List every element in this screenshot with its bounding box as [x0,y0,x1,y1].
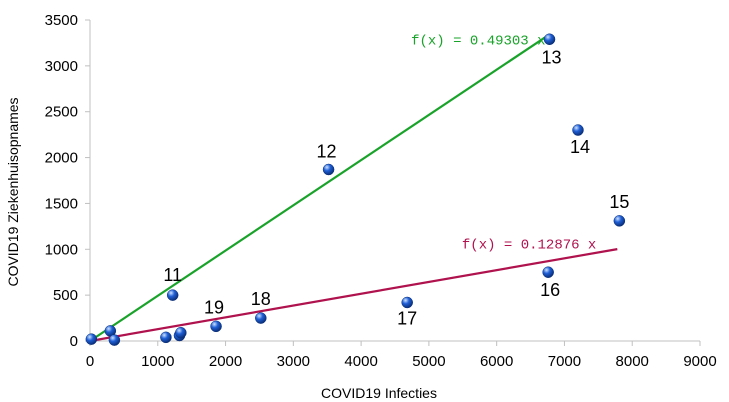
point-label: 14 [570,137,590,157]
y-tick-label: 3500 [45,12,78,29]
point-label: 12 [317,141,337,161]
axes: 0 1000 2000 3000 4000 5000 6000 7000 8000 9000 0 50… [45,12,717,370]
data-point [85,333,98,345]
x-tick-label: 0 [86,353,94,370]
y-tick-label: 2500 [45,104,78,121]
data-point [613,215,626,227]
data-point [210,320,222,333]
trendline [89,248,618,343]
trendline-label: f(x) = 0.49303 x [411,33,545,49]
point-label: 13 [542,47,562,67]
x-tick-label: 7000 [548,353,581,370]
x-tick-label: 9000 [683,353,716,370]
point-label: 11 [163,265,182,285]
x-tick-label: 8000 [616,353,649,370]
point-label: 15 [609,192,629,212]
y-tick-label: 1000 [45,241,78,258]
trendline-label: f(x) = 0.12876 x [462,237,596,253]
x-tick-label: 6000 [480,353,513,370]
x-tick-label: 1000 [141,353,174,370]
data-point [572,124,584,136]
y-axis-title: COVID19 Ziekenhuisopnames [5,97,21,286]
data-point [543,33,556,46]
x-tick-label: 4000 [344,353,377,370]
point-label: 17 [397,308,417,328]
x-tick-label: 2000 [209,353,242,370]
trendline [89,33,551,342]
y-tick-label: 0 [70,333,78,350]
data-point [175,326,187,339]
data-point [255,312,267,324]
trendlines: f(x) = 0.49303 x f(x) = 0.12876 x [89,33,618,343]
data-point [166,289,179,301]
x-axis-title: COVID19 Infecties [321,385,437,401]
data-point [322,163,335,176]
point-label: 19 [204,297,224,317]
data-points [85,33,626,346]
point-label: 18 [251,289,271,309]
data-point [401,296,413,309]
data-point [160,331,172,344]
y-tick-label: 3000 [45,58,78,75]
data-point [542,266,554,278]
point-label: 16 [540,280,560,300]
x-tick-label: 3000 [277,353,310,370]
y-tick-label: 500 [53,287,78,304]
x-tick-label: 5000 [412,353,445,370]
y-tick-label: 1500 [45,195,78,212]
point-labels: 11 12 13 14 15 16 17 18 19 [163,47,629,328]
y-tick-label: 2000 [45,150,78,167]
data-point [108,334,121,346]
